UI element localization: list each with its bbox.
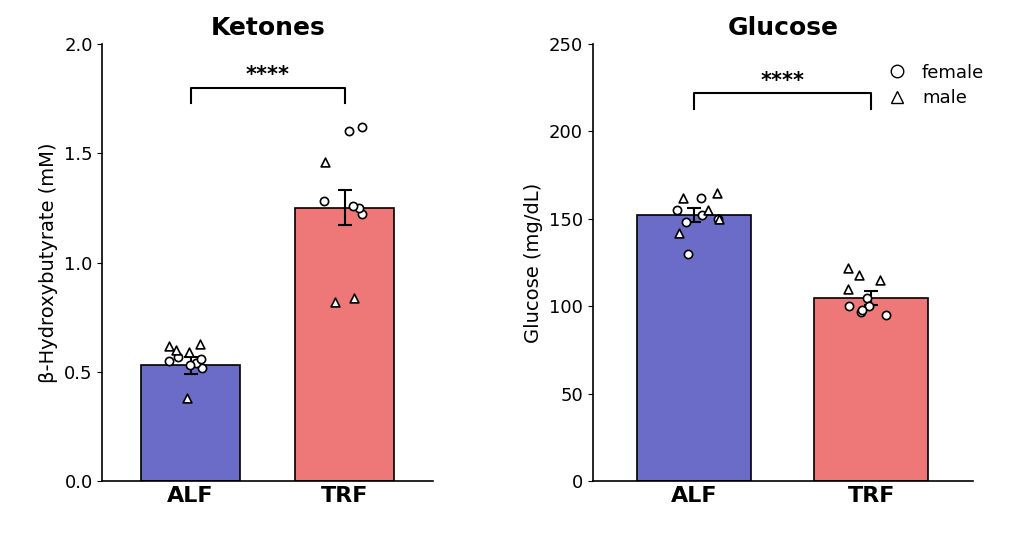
Bar [637, 216, 751, 481]
Point [872, 276, 889, 284]
Point [669, 206, 685, 214]
Point [195, 363, 211, 372]
Point [168, 346, 184, 354]
Legend: female, male: female, male [879, 64, 984, 107]
Point [861, 302, 878, 311]
Point [694, 211, 711, 220]
Point [194, 354, 210, 363]
Point [851, 270, 867, 279]
Text: ****: **** [246, 65, 290, 85]
Y-axis label: β-Hydroxybutyrate (mM): β-Hydroxybutyrate (mM) [40, 142, 58, 383]
Point [680, 249, 696, 258]
Point [853, 305, 869, 314]
Bar [141, 365, 240, 481]
Point [675, 194, 691, 202]
Point [878, 311, 894, 319]
Title: Glucose: Glucose [727, 16, 839, 40]
Point [853, 307, 869, 316]
Point [354, 210, 371, 219]
Point [709, 188, 725, 197]
Point [340, 127, 356, 136]
Point [182, 361, 199, 370]
Point [693, 194, 710, 202]
Point [170, 352, 186, 361]
Point [678, 218, 694, 226]
Point [316, 158, 333, 166]
Text: ****: **** [761, 71, 805, 91]
Point [671, 229, 687, 237]
Point [188, 359, 205, 368]
Point [161, 357, 177, 365]
Point [354, 123, 371, 131]
Point [316, 197, 333, 206]
Point [841, 264, 857, 272]
Point [345, 201, 361, 210]
Point [699, 206, 716, 214]
Title: Ketones: Ketones [210, 16, 325, 40]
Bar [814, 298, 929, 481]
Point [840, 284, 856, 293]
Point [180, 348, 197, 357]
Y-axis label: Glucose (mg/dL): Glucose (mg/dL) [524, 183, 543, 342]
Point [179, 394, 196, 403]
Point [858, 293, 874, 302]
Bar [295, 208, 394, 481]
Point [710, 214, 726, 223]
Point [841, 302, 857, 311]
Point [346, 293, 362, 302]
Point [350, 203, 367, 212]
Point [193, 339, 209, 348]
Point [328, 298, 344, 306]
Point [161, 341, 177, 350]
Point [711, 214, 727, 223]
